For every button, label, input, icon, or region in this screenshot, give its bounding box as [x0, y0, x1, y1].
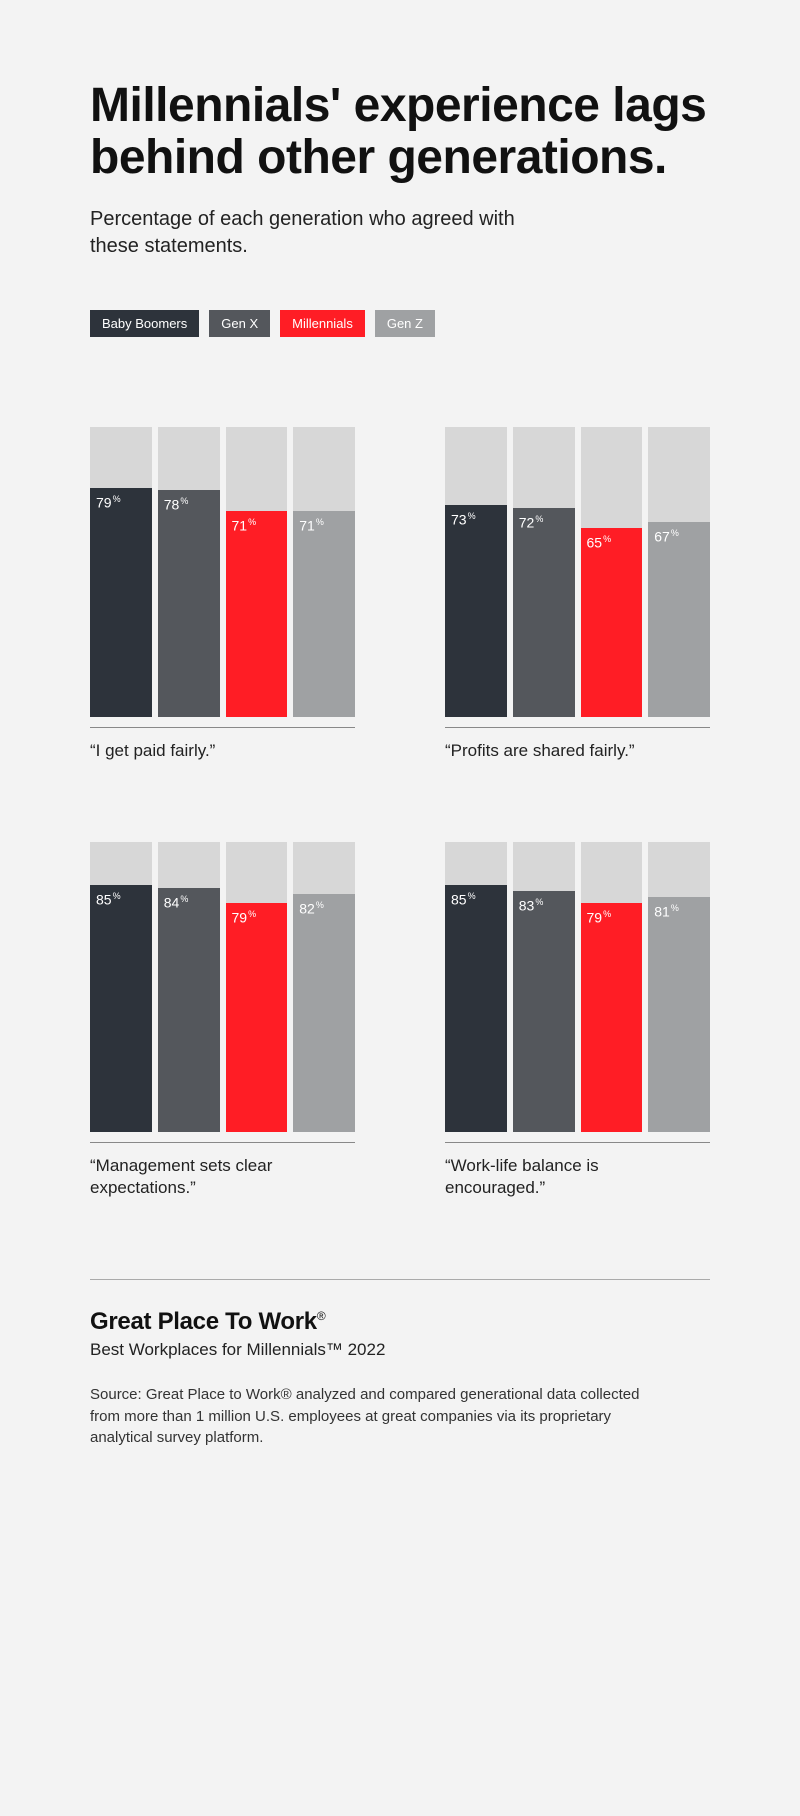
- bar-value-label: 78%: [164, 496, 189, 513]
- bar-value-label: 72%: [519, 514, 544, 531]
- bar-background: 85%: [90, 842, 152, 1132]
- bar-background: 79%: [581, 842, 643, 1132]
- bar-track: 79%: [226, 842, 288, 1132]
- page-subtitle: Percentage of each generation who agreed…: [90, 206, 540, 260]
- bar-fill: 65%: [581, 528, 643, 717]
- bar-fill: 85%: [445, 885, 507, 1132]
- bar-value-label: 82%: [299, 900, 324, 917]
- bar-fill: 71%: [226, 511, 288, 717]
- bar-track: 65%: [581, 427, 643, 717]
- chart-divider: [445, 1142, 710, 1143]
- bar-fill: 84%: [158, 888, 220, 1132]
- bar-fill: 79%: [581, 903, 643, 1132]
- bar-fill: 79%: [226, 903, 288, 1132]
- bar-fill: 67%: [648, 522, 710, 716]
- footer-divider: [90, 1279, 710, 1280]
- bar-track: 83%: [513, 842, 575, 1132]
- bar-track: 82%: [293, 842, 355, 1132]
- legend-item: Baby Boomers: [90, 310, 199, 337]
- bar-fill: 71%: [293, 511, 355, 717]
- bar-background: 83%: [513, 842, 575, 1132]
- bar-fill: 72%: [513, 508, 575, 717]
- bars-area: 73% 72% 65% 67%: [445, 427, 710, 717]
- award-name: Best Workplaces for Millennials™ 2022: [90, 1340, 710, 1360]
- chart-caption: “Profits are shared fairly.”: [445, 740, 665, 762]
- bar-background: 71%: [226, 427, 288, 717]
- bar-track: 71%: [293, 427, 355, 717]
- bar-track: 79%: [581, 842, 643, 1132]
- chart-caption: “Management sets clear expectations.”: [90, 1155, 310, 1199]
- bar-fill: 82%: [293, 894, 355, 1132]
- bar-value-label: 79%: [587, 909, 612, 926]
- bar-value-label: 67%: [654, 528, 679, 545]
- brand-name: Great Place To Work®: [90, 1308, 710, 1336]
- bar-fill: 83%: [513, 891, 575, 1132]
- bar-fill: 73%: [445, 505, 507, 717]
- bar-track: 79%: [90, 427, 152, 717]
- chart-caption: “Work-life balance is encouraged.”: [445, 1155, 665, 1199]
- bar-value-label: 81%: [654, 903, 679, 920]
- bar-background: 73%: [445, 427, 507, 717]
- bar-fill: 81%: [648, 897, 710, 1132]
- bar-track: 84%: [158, 842, 220, 1132]
- chart-divider: [90, 727, 355, 728]
- brand-text: Great Place To Work: [90, 1308, 317, 1335]
- legend-item: Millennials: [280, 310, 365, 337]
- chart-block: 79% 78% 71% 71% “I get paid fairly.”: [90, 427, 355, 762]
- bar-background: 79%: [226, 842, 288, 1132]
- bar-fill: 85%: [90, 885, 152, 1132]
- bar-fill: 78%: [158, 490, 220, 716]
- bar-background: 78%: [158, 427, 220, 717]
- bar-value-label: 79%: [96, 494, 121, 511]
- bar-value-label: 83%: [519, 897, 544, 914]
- bar-background: 81%: [648, 842, 710, 1132]
- chart-block: 73% 72% 65% 67% “Profits are shared fairly.”: [445, 427, 710, 762]
- bar-value-label: 71%: [232, 517, 257, 534]
- bar-background: 82%: [293, 842, 355, 1132]
- infographic-container: Millennials' experience lags behind othe…: [0, 0, 800, 1549]
- bar-value-label: 85%: [451, 891, 476, 908]
- bar-background: 84%: [158, 842, 220, 1132]
- legend-item: Gen Z: [375, 310, 435, 337]
- bar-background: 79%: [90, 427, 152, 717]
- bar-track: 71%: [226, 427, 288, 717]
- bar-background: 67%: [648, 427, 710, 717]
- bar-value-label: 71%: [299, 517, 324, 534]
- bars-area: 85% 83% 79% 81%: [445, 842, 710, 1132]
- bar-value-label: 79%: [232, 909, 257, 926]
- chart-caption: “I get paid fairly.”: [90, 740, 310, 762]
- chart-block: 85% 83% 79% 81% “Work-life balance is encour…: [445, 842, 710, 1199]
- bar-track: 85%: [445, 842, 507, 1132]
- chart-divider: [90, 1142, 355, 1143]
- bar-value-label: 85%: [96, 891, 121, 908]
- bar-fill: 79%: [90, 488, 152, 717]
- bar-value-label: 84%: [164, 894, 189, 911]
- bar-background: 72%: [513, 427, 575, 717]
- bar-track: 81%: [648, 842, 710, 1132]
- bar-track: 85%: [90, 842, 152, 1132]
- brand-registered: ®: [317, 1309, 326, 1323]
- bar-background: 71%: [293, 427, 355, 717]
- bars-area: 79% 78% 71% 71%: [90, 427, 355, 717]
- bar-background: 85%: [445, 842, 507, 1132]
- bars-area: 85% 84% 79% 82%: [90, 842, 355, 1132]
- legend: Baby Boomers Gen X Millennials Gen Z: [90, 310, 710, 337]
- bar-track: 73%: [445, 427, 507, 717]
- legend-item: Gen X: [209, 310, 270, 337]
- bar-track: 72%: [513, 427, 575, 717]
- chart-divider: [445, 727, 710, 728]
- bar-value-label: 73%: [451, 511, 476, 528]
- bar-background: 65%: [581, 427, 643, 717]
- page-title: Millennials' experience lags behind othe…: [90, 80, 710, 184]
- bar-track: 78%: [158, 427, 220, 717]
- bar-value-label: 65%: [587, 534, 612, 551]
- chart-block: 85% 84% 79% 82% “Management sets clear expec…: [90, 842, 355, 1199]
- source-text: Source: Great Place to Work® analyzed an…: [90, 1384, 670, 1449]
- charts-grid: 79% 78% 71% 71% “I get paid fairly.” 73% 72% 65…: [90, 427, 710, 1199]
- bar-track: 67%: [648, 427, 710, 717]
